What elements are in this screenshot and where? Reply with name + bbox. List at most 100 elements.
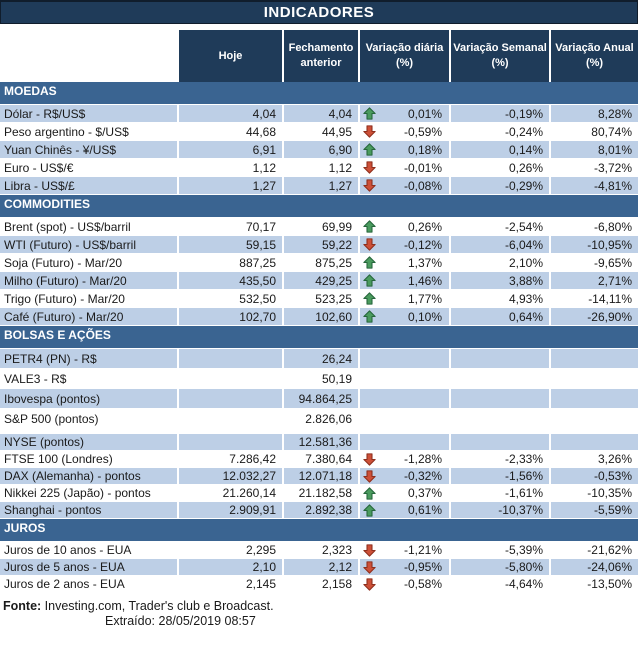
- variacao-semanal-cell: -4,64%: [449, 576, 549, 593]
- row-gap-spacer: [0, 429, 638, 434]
- variacao-semanal-cell: -0,19%: [449, 105, 549, 123]
- hoje-cell: 6,91: [177, 141, 282, 159]
- variacao-semanal-cell: [449, 349, 549, 369]
- table-row: Trigo (Futuro) - Mar/20 532,50 523,25 1,77%…: [0, 290, 638, 308]
- variacao-anual-cell: [549, 409, 638, 429]
- table-row: Shanghai - pontos 2.909,91 2.892,38 0,61% -1…: [0, 502, 638, 519]
- table-row: Brent (spot) - US$/barril 70,17 69,99 0,26%…: [0, 218, 638, 236]
- hoje-cell: 2.909,91: [177, 502, 282, 519]
- section-header: BOLSAS E AÇÕES: [0, 326, 638, 349]
- row-label-cell: WTI (Futuro) - US$/barril: [0, 236, 177, 254]
- fechamento-cell: 1,12: [282, 159, 358, 177]
- variacao-anual-cell: 8,28%: [549, 105, 638, 123]
- fechamento-cell: 4,04: [282, 105, 358, 123]
- hoje-cell: 102,70: [177, 308, 282, 326]
- row-label-cell: Euro - US$/€: [0, 159, 177, 177]
- down-arrow-icon: [363, 125, 376, 138]
- table-row: Libra - US$/£ 1,27 1,27 -0,08% -0,29% -4,81%: [0, 177, 638, 195]
- variacao-diaria-cell: 0,37%: [358, 485, 449, 502]
- variacao-anual-cell: -6,80%: [549, 218, 638, 236]
- indicators-table: Hoje Fechamento anterior Variação diária…: [0, 30, 638, 593]
- variacao-anual-cell: -4,81%: [549, 177, 638, 195]
- hoje-cell: 435,50: [177, 272, 282, 290]
- down-arrow-icon: [363, 560, 376, 574]
- section-header: COMMODITIES: [0, 195, 638, 218]
- variacao-semanal-cell: -5,39%: [449, 542, 549, 559]
- table-row: S&P 500 (pontos) 2.826,06: [0, 409, 638, 429]
- variacao-diaria-cell: 1,77%: [358, 290, 449, 308]
- fechamento-cell: 875,25: [282, 254, 358, 272]
- variacao-anual-cell: -5,59%: [549, 502, 638, 519]
- row-label-cell: VALE3 - R$: [0, 369, 177, 389]
- variacao-semanal-cell: 0,26%: [449, 159, 549, 177]
- down-arrow-icon: [363, 577, 376, 591]
- variacao-diaria-cell: 0,18%: [358, 141, 449, 159]
- up-arrow-icon: [363, 274, 376, 287]
- hoje-cell: 7.286,42: [177, 451, 282, 468]
- fechamento-cell: 6,90: [282, 141, 358, 159]
- fechamento-cell: 1,27: [282, 177, 358, 195]
- variacao-diaria-cell: -0,32%: [358, 468, 449, 485]
- row-label-cell: Milho (Futuro) - Mar/20: [0, 272, 177, 290]
- source-label: Fonte:: [3, 599, 42, 613]
- fechamento-cell: 94.864,25: [282, 389, 358, 409]
- column-header-row: Hoje Fechamento anterior Variação diária…: [0, 30, 638, 82]
- up-arrow-icon: [363, 503, 376, 517]
- variacao-diaria-cell: [358, 409, 449, 429]
- fechamento-cell: 7.380,64: [282, 451, 358, 468]
- variacao-diaria-cell: 0,10%: [358, 308, 449, 326]
- variacao-diaria-cell: -0,58%: [358, 576, 449, 593]
- fechamento-cell: 2.826,06: [282, 409, 358, 429]
- table-row: Ibovespa (pontos) 94.864,25: [0, 389, 638, 409]
- section-band-row: MOEDAS: [0, 82, 638, 105]
- hoje-cell: 44,68: [177, 123, 282, 141]
- hoje-cell: 70,17: [177, 218, 282, 236]
- table-row: NYSE (pontos) 12.581,36: [0, 434, 638, 451]
- column-header-variacao-diaria: Variação diária (%): [358, 30, 449, 82]
- table-row: Café (Futuro) - Mar/20 102,70 102,60 0,10% 0…: [0, 308, 638, 326]
- fechamento-cell: 21.182,58: [282, 485, 358, 502]
- fechamento-cell: 12.071,18: [282, 468, 358, 485]
- variacao-diaria-cell: 0,01%: [358, 105, 449, 123]
- section-band-row: BOLSAS E AÇÕES: [0, 326, 638, 349]
- variacao-anual-cell: 8,01%: [549, 141, 638, 159]
- variacao-semanal-cell: -1,56%: [449, 468, 549, 485]
- hoje-cell: 2,295: [177, 542, 282, 559]
- variacao-semanal-cell: -10,37%: [449, 502, 549, 519]
- up-arrow-icon: [363, 220, 376, 233]
- variacao-anual-cell: -14,11%: [549, 290, 638, 308]
- fechamento-cell: 523,25: [282, 290, 358, 308]
- variacao-anual-cell: -3,72%: [549, 159, 638, 177]
- row-label-cell: Trigo (Futuro) - Mar/20: [0, 290, 177, 308]
- down-arrow-icon: [363, 452, 376, 466]
- variacao-anual-cell: -0,53%: [549, 468, 638, 485]
- row-label-cell: NYSE (pontos): [0, 434, 177, 451]
- hoje-cell: 887,25: [177, 254, 282, 272]
- variacao-diaria-cell: -0,12%: [358, 236, 449, 254]
- section-header: JUROS: [0, 519, 638, 542]
- table-row: DAX (Alemanha) - pontos 12.032,27 12.071,1…: [0, 468, 638, 485]
- hoje-cell: [177, 434, 282, 451]
- up-arrow-icon: [363, 486, 376, 500]
- down-arrow-icon: [363, 179, 376, 192]
- variacao-diaria-cell: 1,37%: [358, 254, 449, 272]
- row-label-cell: PETR4 (PN) - R$: [0, 349, 177, 369]
- page-title: INDICADORES: [0, 0, 638, 24]
- row-label-cell: Juros de 5 anos - EUA: [0, 559, 177, 576]
- variacao-diaria-cell: -0,59%: [358, 123, 449, 141]
- variacao-semanal-cell: 0,64%: [449, 308, 549, 326]
- spacer-cell: [0, 429, 638, 434]
- variacao-anual-cell: [549, 434, 638, 451]
- variacao-diaria-cell: 0,26%: [358, 218, 449, 236]
- row-label-cell: Libra - US$/£: [0, 177, 177, 195]
- variacao-semanal-cell: [449, 434, 549, 451]
- hoje-cell: 2,145: [177, 576, 282, 593]
- section-band-row: JUROS: [0, 519, 638, 542]
- source-line: Fonte: Investing.com, Trader's club e Br…: [0, 599, 638, 614]
- table-row: Yuan Chinês - ¥/US$ 6,91 6,90 0,18% 0,14% 8,0…: [0, 141, 638, 159]
- row-label-cell: Juros de 10 anos - EUA: [0, 542, 177, 559]
- corner-cell: [0, 30, 177, 82]
- table-row: Euro - US$/€ 1,12 1,12 -0,01% 0,26% -3,72%: [0, 159, 638, 177]
- variacao-diaria-cell: -0,95%: [358, 559, 449, 576]
- variacao-diaria-cell: [358, 434, 449, 451]
